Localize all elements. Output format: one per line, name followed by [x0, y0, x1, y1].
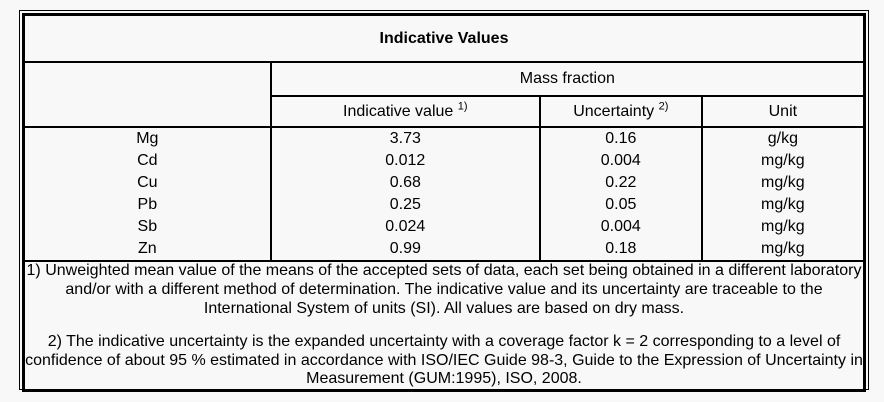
uncertainty-label: Uncertainty [573, 102, 655, 120]
column-header-unit: Unit [700, 95, 866, 128]
table-row: Pb 0.25 0.05 mg/kg [22, 194, 866, 216]
column-header-row: Indicative value 1) Uncertainty 2) Unit [24, 95, 866, 128]
table-row: Mg 3.73 0.16 g/kg [22, 127, 866, 150]
page-title: Indicative Values [22, 13, 866, 63]
indicative-value-cell: 0.012 [269, 150, 541, 172]
indicative-value-cell: 0.99 [269, 238, 541, 262]
uncertainty-cell: 0.22 [538, 172, 703, 194]
indicative-value-cell: 0.68 [269, 172, 541, 194]
element-cell: Pb [22, 194, 272, 216]
footnote-ref-1: 1) [457, 100, 468, 113]
unit-cell: mg/kg [700, 216, 866, 238]
element-cell: Sb [22, 216, 272, 238]
table-row: Cu 0.68 0.22 mg/kg [22, 172, 866, 194]
unit-cell: mg/kg [700, 172, 866, 194]
uncertainty-cell: 0.05 [538, 194, 703, 216]
indicative-values-table: Indicative Values Mass fraction Indicati… [22, 13, 866, 393]
unit-cell: mg/kg [700, 194, 866, 216]
indicative-value-cell: 0.25 [269, 194, 541, 216]
uncertainty-cell: 0.16 [538, 127, 703, 150]
indicative-value-label: Indicative value [343, 102, 454, 120]
element-cell: Zn [22, 238, 272, 262]
group-header-mass-fraction: Mass fraction [269, 61, 866, 97]
footnotes-section: 1) Unweighted mean value of the means of… [22, 260, 866, 392]
uncertainty-cell: 0.18 [538, 238, 703, 262]
uncertainty-cell: 0.004 [538, 216, 703, 238]
column-header-indicative-value: Indicative value 1) [269, 95, 541, 128]
table-outer-frame: Indicative Values Mass fraction Indicati… [19, 10, 869, 393]
group-header-row: Mass fraction [22, 61, 866, 128]
element-cell: Mg [22, 127, 272, 150]
footnotes-row: 1) Unweighted mean value of the means of… [22, 260, 866, 392]
footnote-1: 1) Unweighted mean value of the means of… [26, 262, 862, 317]
footnote-ref-2: 2) [658, 100, 669, 113]
title-row: Indicative Values [22, 13, 866, 63]
unit-cell: mg/kg [700, 150, 866, 172]
column-header-uncertainty: Uncertainty 2) [538, 95, 703, 128]
table-row: Cd 0.012 0.004 mg/kg [22, 150, 866, 172]
unit-cell: mg/kg [700, 238, 866, 262]
footnote-2: 2) The indicative uncertainty is the exp… [25, 332, 863, 388]
element-cell: Cu [22, 172, 272, 194]
empty-corner-cell [22, 61, 272, 128]
indicative-value-cell: 3.73 [269, 127, 541, 150]
table-row: Zn 0.99 0.18 mg/kg [22, 238, 866, 262]
uncertainty-cell: 0.004 [538, 150, 703, 172]
unit-cell: g/kg [700, 127, 866, 150]
element-cell: Cd [22, 150, 272, 172]
indicative-value-cell: 0.024 [269, 216, 541, 238]
table-row: Sb 0.024 0.004 mg/kg [22, 216, 866, 238]
